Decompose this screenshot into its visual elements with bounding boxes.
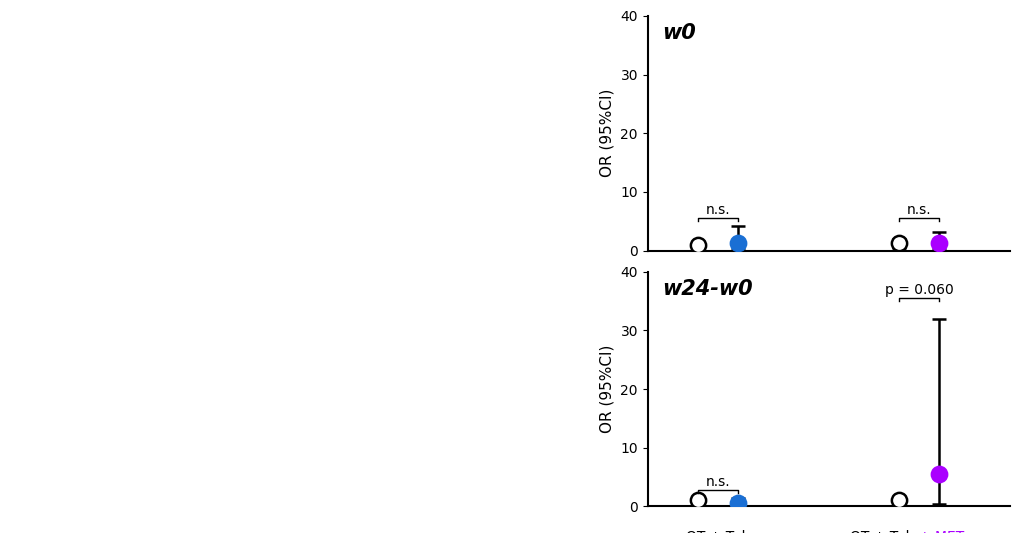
Text: n.s.: n.s.: [705, 475, 730, 489]
Text: + MET: + MET: [918, 274, 964, 288]
Text: QT + Tzb: QT + Tzb: [685, 274, 750, 288]
Text: n.s.: n.s.: [906, 203, 930, 217]
Text: w0: w0: [661, 23, 695, 43]
Text: QT + Tzb: QT + Tzb: [850, 530, 918, 533]
Y-axis label: OR (95%CI): OR (95%CI): [599, 345, 614, 433]
Text: w24-w0: w24-w0: [661, 279, 752, 299]
Text: p = 0.060: p = 0.060: [884, 283, 953, 297]
Text: QT + Tzb: QT + Tzb: [850, 274, 918, 288]
Text: QT + Tzb: QT + Tzb: [685, 530, 750, 533]
Y-axis label: OR (95%CI): OR (95%CI): [599, 89, 614, 177]
Text: n.s.: n.s.: [705, 203, 730, 217]
Text: + MET: + MET: [918, 530, 964, 533]
